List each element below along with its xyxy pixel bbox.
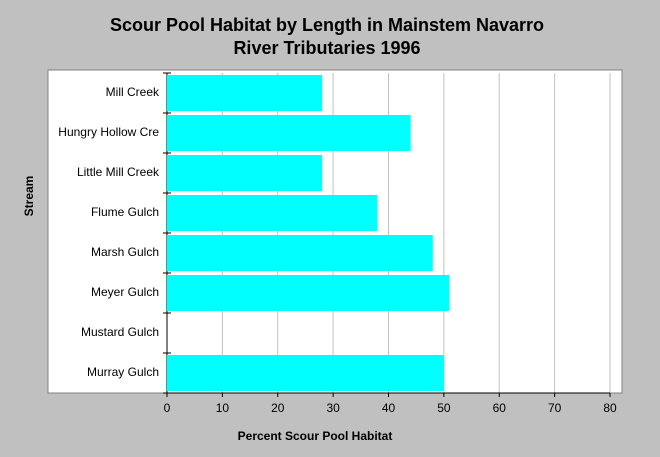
- x-tick-label: 10: [216, 401, 230, 415]
- bar: [167, 275, 450, 311]
- y-tick-label: Mill Creek: [106, 85, 160, 99]
- x-tick-label: 20: [271, 401, 285, 415]
- y-tick-label: Marsh Gulch: [91, 245, 159, 259]
- bar: [167, 115, 411, 151]
- x-axis-label: Percent Scour Pool Habitat: [238, 429, 393, 443]
- y-axis-label: Stream: [22, 176, 36, 217]
- x-tick-label: 80: [603, 401, 617, 415]
- x-tick-label: 0: [164, 401, 171, 415]
- x-tick-label: 30: [326, 401, 340, 415]
- x-tick-label: 50: [437, 401, 451, 415]
- x-tick-label: 70: [548, 401, 562, 415]
- y-tick-label: Meyer Gulch: [91, 285, 159, 299]
- bar: [167, 155, 323, 191]
- chart-title: Scour Pool Habitat by Length in Mainstem…: [110, 15, 544, 35]
- bar: [167, 195, 378, 231]
- bar: [167, 355, 444, 391]
- bar: [167, 235, 433, 271]
- x-tick-label: 60: [493, 401, 507, 415]
- y-tick-label: Hungry Hollow Cre: [58, 125, 159, 139]
- y-tick-label: Mustard Gulch: [81, 325, 159, 339]
- y-tick-label: Little Mill Creek: [77, 165, 160, 179]
- chart-title: River Tributaries 1996: [233, 38, 420, 58]
- bar: [167, 75, 323, 111]
- y-tick-label: Murray Gulch: [87, 365, 159, 379]
- x-tick-label: 40: [382, 401, 396, 415]
- y-tick-label: Flume Gulch: [91, 205, 159, 219]
